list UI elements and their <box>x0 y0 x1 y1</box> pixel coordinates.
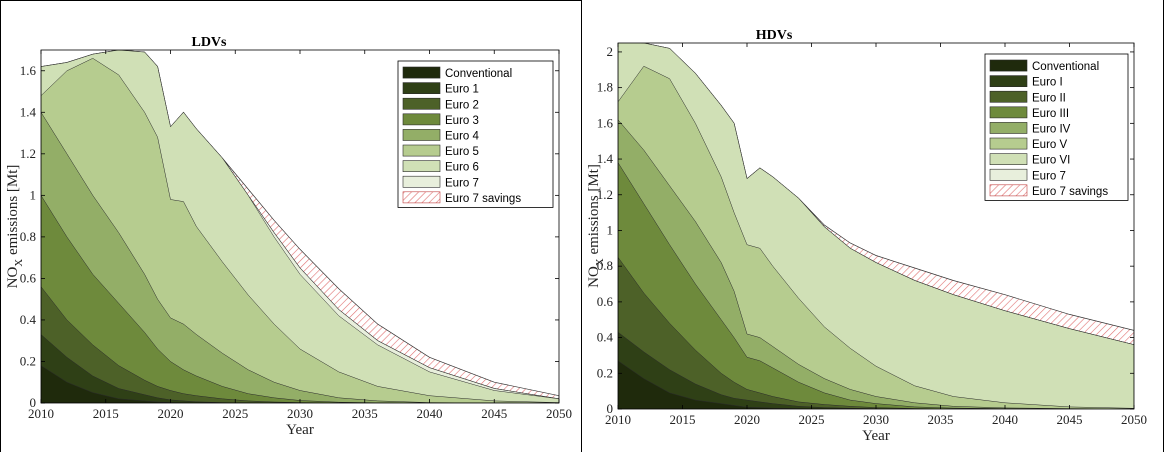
chart-title: HDVs <box>756 28 793 43</box>
legend-swatch <box>402 97 441 110</box>
y-tick-label: 1.8 <box>597 80 613 95</box>
y-axis-label: NOX emissions [Mt] <box>586 164 606 288</box>
y-tick-label: 1 <box>607 222 614 237</box>
chart-hdv: 2010 2015 2020 2025 2030 2035 2040 2045 2050 0 0.2… <box>586 28 1147 444</box>
y-tick-label: 0.8 <box>20 229 36 244</box>
y-tick-label: 0.8 <box>597 258 613 273</box>
x-tick-label: 2050 <box>1121 412 1147 427</box>
chart-ldv: 2010 2015 2020 2025 2030 2035 2040 2045 2050 0 0.2… <box>5 35 572 438</box>
x-tick-label: 2020 <box>734 412 760 427</box>
y-tick-label: 1.6 <box>597 115 614 130</box>
legend-entry: Euro 7 savings <box>1032 186 1108 198</box>
legend-swatch <box>402 191 441 204</box>
legend-entry: Euro 7 savings <box>445 193 521 205</box>
x-tick-label: 2030 <box>863 412 889 427</box>
x-tick-label: 2050 <box>546 406 572 421</box>
y-tick-label: 0.2 <box>20 353 36 368</box>
legend: Conventional Euro I Euro II Euro III Euro IV… <box>984 53 1129 201</box>
legend-entry: Euro VI <box>1032 155 1070 167</box>
x-tick-label: 2040 <box>992 412 1018 427</box>
legend-entry: Euro 4 <box>445 131 479 143</box>
y-tick-label: 1.6 <box>20 63 37 78</box>
x-tick-label: 2035 <box>928 412 954 427</box>
legend-entry: Euro I <box>1032 77 1063 89</box>
legend-swatch <box>402 144 441 157</box>
area-euro-5 <box>41 58 559 403</box>
legend-swatch <box>402 66 441 79</box>
legend-entry: Euro 5 <box>445 146 479 158</box>
y-tick-label: 1.4 <box>597 151 614 166</box>
y-tick-label: 0.6 <box>20 270 37 285</box>
y-tick-label: 0 <box>607 401 614 416</box>
legend-entry: Euro 7 <box>1032 170 1066 182</box>
chart-panel-hdv: 2010 2015 2020 2025 2030 2035 2040 2045 2050 0 0.2… <box>582 0 1164 452</box>
x-tick-label: 2015 <box>670 412 696 427</box>
legend-swatch <box>402 113 441 126</box>
y-tick-label: 0 <box>30 395 37 410</box>
x-tick-label: 2010 <box>28 406 54 421</box>
legend-entry: Euro V <box>1032 139 1067 151</box>
x-tick-label: 2040 <box>417 406 443 421</box>
legend-entry: Euro IV <box>1032 124 1071 136</box>
legend-entry: Conventional <box>445 68 512 80</box>
legend-swatch <box>989 90 1028 103</box>
x-tick-label: 2025 <box>799 412 825 427</box>
chart-panel-ldv: 2010 2015 2020 2025 2030 2035 2040 2045 2050 0 0.2… <box>0 0 582 452</box>
legend-swatch <box>989 137 1028 150</box>
legend-swatch <box>989 106 1028 119</box>
x-tick-label: 2030 <box>287 406 313 421</box>
legend-entry: Euro 2 <box>445 99 479 111</box>
legend-swatch <box>989 168 1028 181</box>
legend-entry: Euro II <box>1032 92 1066 104</box>
legend-swatch <box>989 122 1028 134</box>
y-tick-label: 0.4 <box>20 312 37 327</box>
y-tick-label: 0.4 <box>597 330 614 345</box>
area-euro-v <box>618 65 1134 409</box>
y-tick-label: 2 <box>607 44 614 59</box>
x-tick-label: 2035 <box>352 406 378 421</box>
y-tick-label: 0.2 <box>597 365 613 380</box>
legend-entry: Euro III <box>1032 108 1069 120</box>
y-tick-label: 1.2 <box>597 187 613 202</box>
y-tick-label: 1.4 <box>20 104 37 119</box>
legend: Conventional Euro 1 Euro 2 Euro 3 Euro 4 Euro… <box>397 60 554 208</box>
x-tick-label: 2010 <box>605 412 631 427</box>
y-tick-label: 1 <box>30 187 37 202</box>
x-tick-label: 2045 <box>1057 412 1083 427</box>
legend-swatch <box>989 153 1028 166</box>
legend-entry: Euro 1 <box>445 84 479 96</box>
legend-swatch <box>989 184 1028 197</box>
x-axis-label: Year <box>862 428 890 444</box>
legend-swatch <box>402 82 441 94</box>
y-axis-label: NOX emissions [Mt] <box>5 165 25 289</box>
x-tick-label: 2045 <box>481 406 507 421</box>
plot-area <box>618 43 1134 409</box>
legend-entry: Conventional <box>1032 61 1099 73</box>
area-conventional <box>41 365 559 403</box>
legend-swatch <box>989 75 1028 87</box>
area-euro-iv <box>618 119 1134 409</box>
x-tick-label: 2025 <box>222 406 248 421</box>
x-tick-label: 2015 <box>93 406 119 421</box>
legend-entry: Euro 7 <box>445 177 479 189</box>
legend-swatch <box>402 160 441 173</box>
legend-entry: Euro 6 <box>445 162 479 174</box>
y-tick-label: 1.2 <box>20 146 36 161</box>
legend-swatch <box>989 59 1028 72</box>
plot-area <box>41 50 559 403</box>
y-tick-label: 0.6 <box>597 294 614 309</box>
chart-title: LDVs <box>191 35 227 50</box>
x-tick-label: 2020 <box>158 406 184 421</box>
x-axis-label: Year <box>286 422 314 438</box>
legend-entry: Euro 3 <box>445 115 479 127</box>
legend-swatch <box>402 129 441 141</box>
legend-swatch <box>402 175 441 188</box>
